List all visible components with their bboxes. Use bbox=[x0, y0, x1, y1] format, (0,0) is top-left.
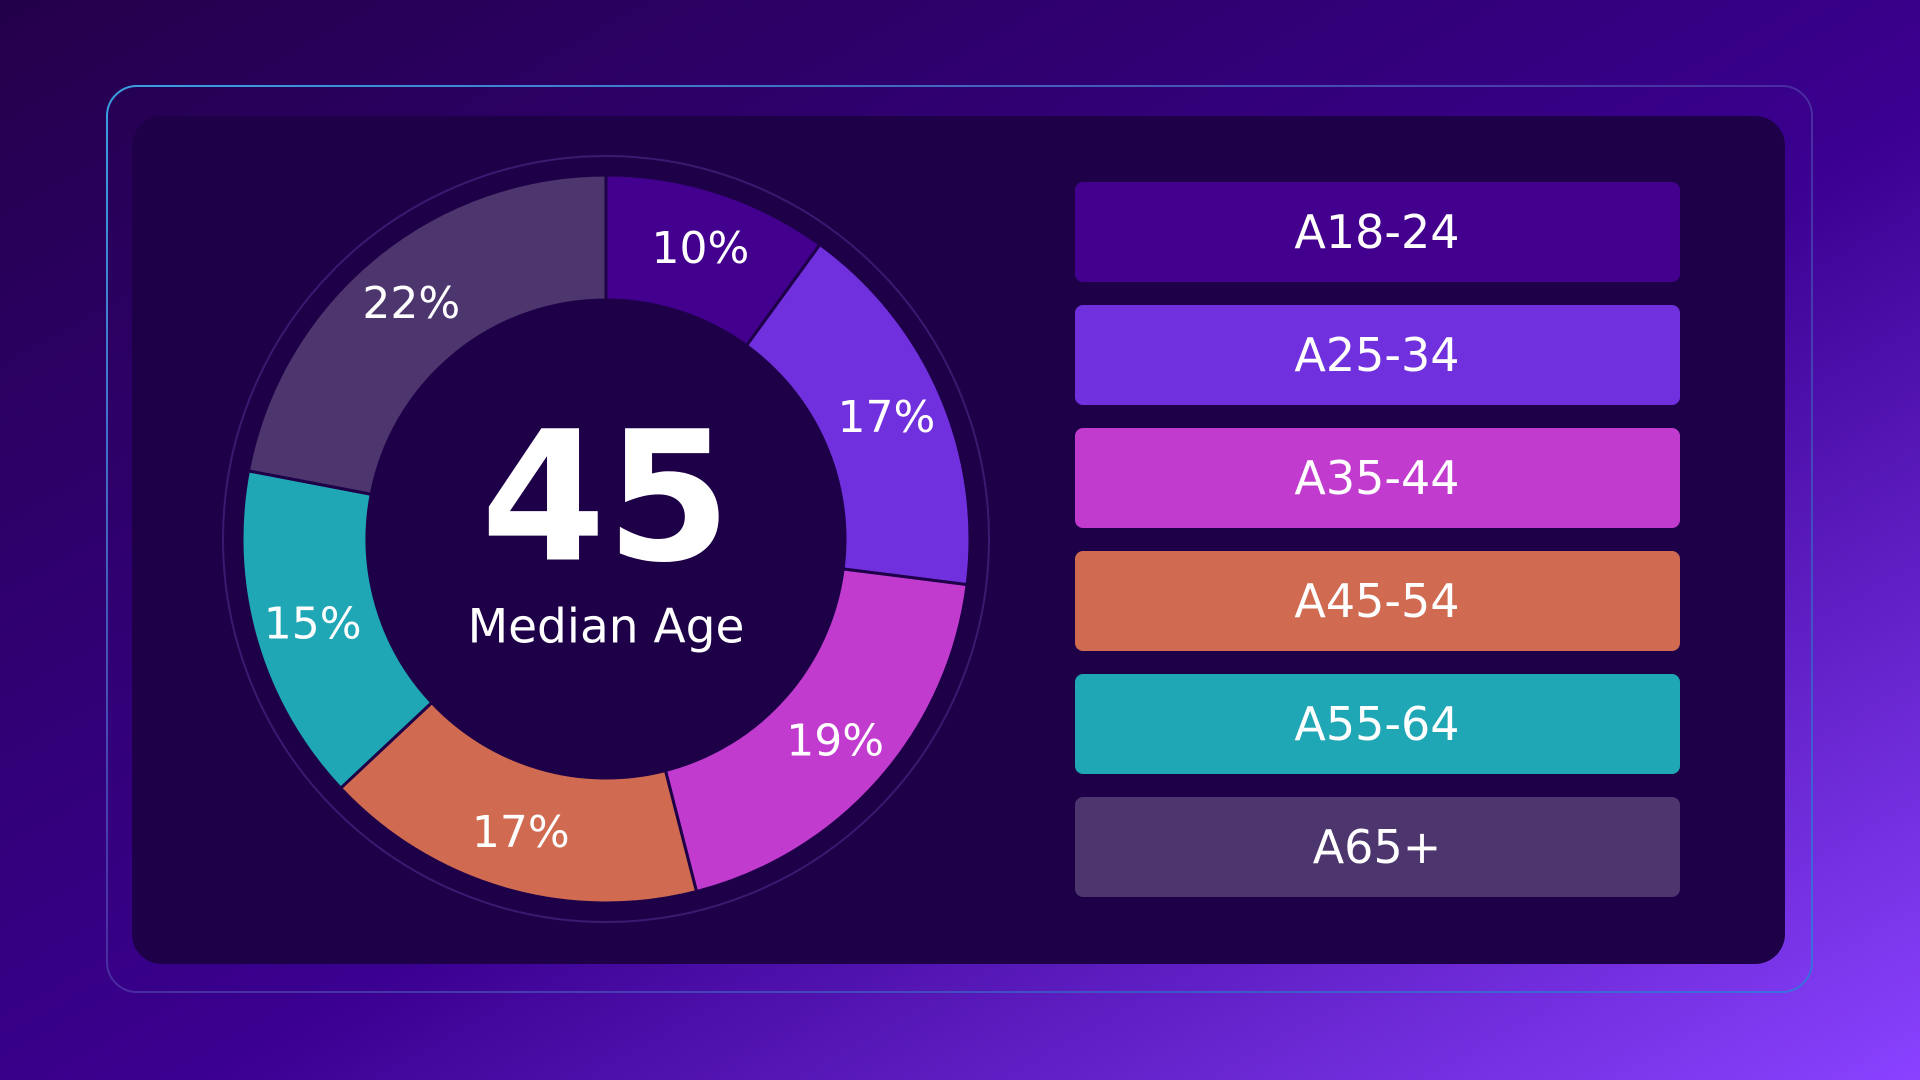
legend-label: A18-24 bbox=[1294, 205, 1459, 259]
slice-label: 10% bbox=[652, 223, 750, 274]
donut-slice bbox=[663, 567, 969, 894]
legend-label: A45-54 bbox=[1294, 574, 1459, 628]
legend-swatch bbox=[1075, 797, 1680, 897]
frame bbox=[106, 85, 1813, 993]
legend-swatch bbox=[1075, 674, 1680, 774]
legend-label: A55-64 bbox=[1294, 697, 1459, 751]
donut-slice bbox=[246, 173, 608, 496]
legend: A18-24 A25-34 A35-44 A45-54 A55-64 A65+ bbox=[1075, 182, 1680, 897]
legend-label: A65+ bbox=[1313, 820, 1442, 874]
outer-ring bbox=[222, 155, 990, 923]
legend-swatch bbox=[1075, 305, 1680, 405]
legend-label: A25-34 bbox=[1294, 328, 1459, 382]
donut-slice bbox=[744, 242, 972, 587]
slice-label: 19% bbox=[786, 716, 884, 767]
slice-label: 17% bbox=[472, 807, 570, 858]
slice-label: 15% bbox=[264, 599, 362, 650]
slice-label: 22% bbox=[362, 278, 460, 329]
center-text: Median Age bbox=[468, 600, 745, 655]
center-value: 45 bbox=[481, 394, 732, 603]
donut-slice bbox=[338, 700, 699, 905]
legend-swatch bbox=[1075, 182, 1680, 282]
legend-swatch bbox=[1075, 551, 1680, 651]
legend-swatch bbox=[1075, 428, 1680, 528]
legend-label: A35-44 bbox=[1294, 451, 1459, 505]
donut-chart: 10% 17% 19% 17% 15% 22% bbox=[240, 173, 972, 905]
slice-label: 17% bbox=[837, 392, 935, 443]
